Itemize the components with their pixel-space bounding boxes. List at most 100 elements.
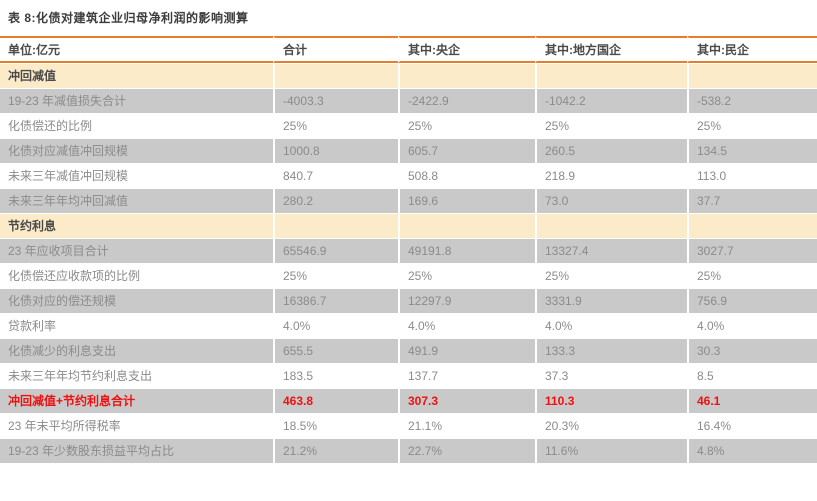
row-label: 贷款利率 xyxy=(0,313,273,338)
cell-value: 21.1% xyxy=(398,413,535,438)
cell-value: 25% xyxy=(687,263,817,288)
row-label: 节约利息 xyxy=(0,213,273,238)
cell-value xyxy=(273,213,398,238)
row-label: 化债减少的利息支出 xyxy=(0,338,273,363)
table-row: 23 年末平均所得税率 18.5% 21.1% 20.3% 16.4% xyxy=(0,413,817,438)
cell-value: 25% xyxy=(398,263,535,288)
cell-value xyxy=(687,213,817,238)
row-label: 19-23 年减值损失合计 xyxy=(0,88,273,113)
cell-value: 8.5 xyxy=(687,363,817,388)
cell-value: 30.3 xyxy=(687,338,817,363)
cell-value: 605.7 xyxy=(398,138,535,163)
cell-value: 756.9 xyxy=(687,288,817,313)
cell-value: -538.2 xyxy=(687,88,817,113)
row-label: 23 年应收项目合计 xyxy=(0,238,273,263)
cell-value: 18.5% xyxy=(273,413,398,438)
cell-value: 3027.7 xyxy=(687,238,817,263)
cell-value: 169.6 xyxy=(398,188,535,213)
cell-value: 4.0% xyxy=(535,313,687,338)
row-label: 化债对应减值冲回规模 xyxy=(0,138,273,163)
table-row: 未来三年年均冲回减值 280.2 169.6 73.0 37.7 xyxy=(0,188,817,213)
table-title: 表 8:化债对建筑企业归母净利润的影响测算 xyxy=(8,11,249,25)
table-row: 化债对应减值冲回规模 1000.8 605.7 260.5 134.5 xyxy=(0,138,817,163)
row-label: 19-23 年少数股东损益平均占比 xyxy=(0,438,273,463)
column-header: 合计 xyxy=(273,36,398,63)
section-row: 节约利息 xyxy=(0,213,817,238)
cell-value: 218.9 xyxy=(535,163,687,188)
table-row: 19-23 年减值损失合计 -4003.3 -2422.9 -1042.2 -538.2 xyxy=(0,88,817,113)
total-row: 冲回减值+节约利息合计 463.8 307.3 110.3 46.1 xyxy=(0,388,817,413)
cell-value: -4003.3 xyxy=(273,88,398,113)
impact-estimation-table: 单位:亿元 合计 其中:央企 其中:地方国企 其中:民企 冲回减值 19-23 年减值损失… xyxy=(0,36,817,463)
cell-value: -1042.2 xyxy=(535,88,687,113)
cell-value: 22.7% xyxy=(398,438,535,463)
cell-value: 110.3 xyxy=(535,388,687,413)
cell-value: 37.7 xyxy=(687,188,817,213)
cell-value: 4.8% xyxy=(687,438,817,463)
cell-value: 16.4% xyxy=(687,413,817,438)
column-header: 其中:央企 xyxy=(398,36,535,63)
cell-value xyxy=(273,63,398,88)
column-header: 单位:亿元 xyxy=(0,36,273,63)
column-header: 其中:地方国企 xyxy=(535,36,687,63)
cell-value: 13327.4 xyxy=(535,238,687,263)
cell-value: 46.1 xyxy=(687,388,817,413)
cell-value: 12297.9 xyxy=(398,288,535,313)
section-row: 冲回减值 xyxy=(0,63,817,88)
table-row: 19-23 年少数股东损益平均占比 21.2% 22.7% 11.6% 4.8% xyxy=(0,438,817,463)
cell-value: 49191.8 xyxy=(398,238,535,263)
cell-value: 260.5 xyxy=(535,138,687,163)
cell-value: 1000.8 xyxy=(273,138,398,163)
cell-value xyxy=(398,63,535,88)
column-header: 其中:民企 xyxy=(687,36,817,63)
cell-value: 183.5 xyxy=(273,363,398,388)
cell-value: 4.0% xyxy=(273,313,398,338)
cell-value: 508.8 xyxy=(398,163,535,188)
table-row: 化债对应的偿还规模 16386.7 12297.9 3331.9 756.9 xyxy=(0,288,817,313)
cell-value: 463.8 xyxy=(273,388,398,413)
cell-value: 133.3 xyxy=(535,338,687,363)
cell-value xyxy=(398,213,535,238)
row-label: 冲回减值 xyxy=(0,63,273,88)
cell-value: 137.7 xyxy=(398,363,535,388)
row-label: 化债对应的偿还规模 xyxy=(0,288,273,313)
row-label: 冲回减值+节约利息合计 xyxy=(0,388,273,413)
table-row: 化债偿还应收款项的比例 25% 25% 25% 25% xyxy=(0,263,817,288)
cell-value: 655.5 xyxy=(273,338,398,363)
cell-value: 25% xyxy=(687,113,817,138)
table-row: 未来三年减值冲回规模 840.7 508.8 218.9 113.0 xyxy=(0,163,817,188)
cell-value: 20.3% xyxy=(535,413,687,438)
cell-value: 113.0 xyxy=(687,163,817,188)
cell-value xyxy=(687,63,817,88)
cell-value: 3331.9 xyxy=(535,288,687,313)
table-row: 23 年应收项目合计 65546.9 49191.8 13327.4 3027.7 xyxy=(0,238,817,263)
row-label: 23 年末平均所得税率 xyxy=(0,413,273,438)
cell-value: 16386.7 xyxy=(273,288,398,313)
cell-value: 4.0% xyxy=(398,313,535,338)
cell-value xyxy=(535,63,687,88)
row-label: 化债偿还的比例 xyxy=(0,113,273,138)
cell-value: 65546.9 xyxy=(273,238,398,263)
cell-value: 491.9 xyxy=(398,338,535,363)
table-body: 冲回减值 19-23 年减值损失合计 -4003.3 -2422.9 -1042.2 -5… xyxy=(0,63,817,463)
cell-value: 25% xyxy=(535,113,687,138)
table-row: 化债减少的利息支出 655.5 491.9 133.3 30.3 xyxy=(0,338,817,363)
table-row: 化债偿还的比例 25% 25% 25% 25% xyxy=(0,113,817,138)
row-label: 未来三年年均节约利息支出 xyxy=(0,363,273,388)
cell-value: 4.0% xyxy=(687,313,817,338)
cell-value: 37.3 xyxy=(535,363,687,388)
cell-value xyxy=(535,213,687,238)
cell-value: -2422.9 xyxy=(398,88,535,113)
cell-value: 134.5 xyxy=(687,138,817,163)
cell-value: 280.2 xyxy=(273,188,398,213)
cell-value: 73.0 xyxy=(535,188,687,213)
table-row: 贷款利率 4.0% 4.0% 4.0% 4.0% xyxy=(0,313,817,338)
cell-value: 25% xyxy=(535,263,687,288)
cell-value: 307.3 xyxy=(398,388,535,413)
cell-value: 21.2% xyxy=(273,438,398,463)
cell-value: 25% xyxy=(398,113,535,138)
header-row: 单位:亿元 合计 其中:央企 其中:地方国企 其中:民企 xyxy=(0,36,817,63)
row-label: 未来三年减值冲回规模 xyxy=(0,163,273,188)
table-row: 未来三年年均节约利息支出 183.5 137.7 37.3 8.5 xyxy=(0,363,817,388)
row-label: 未来三年年均冲回减值 xyxy=(0,188,273,213)
